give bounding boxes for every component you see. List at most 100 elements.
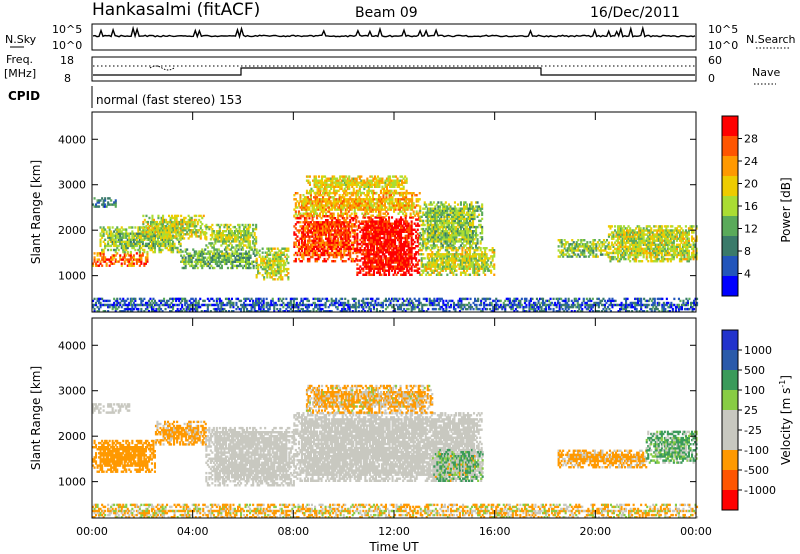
data-cell bbox=[345, 175, 348, 178]
data-cell bbox=[180, 227, 183, 230]
data-cell bbox=[178, 222, 181, 226]
data-cell bbox=[317, 239, 320, 242]
data-cell bbox=[238, 225, 241, 229]
data-cell bbox=[152, 220, 155, 224]
data-cell bbox=[120, 238, 123, 241]
data-cell bbox=[285, 247, 288, 250]
data-cell bbox=[143, 262, 146, 265]
data-cell bbox=[117, 230, 120, 233]
data-cell bbox=[229, 254, 232, 257]
data-cell bbox=[264, 261, 267, 265]
data-cell bbox=[105, 262, 108, 265]
data-cell bbox=[296, 253, 299, 257]
data-cell bbox=[205, 258, 208, 261]
data-cell bbox=[180, 260, 183, 263]
data-cell bbox=[150, 240, 153, 243]
data-cell bbox=[346, 231, 349, 234]
data-cell bbox=[190, 231, 193, 234]
data-cell bbox=[196, 235, 199, 238]
data-cell bbox=[117, 238, 120, 241]
data-cell bbox=[337, 231, 340, 234]
data-cell bbox=[416, 228, 419, 231]
data-cell bbox=[344, 225, 347, 228]
data-cell bbox=[470, 201, 473, 204]
data-cell bbox=[338, 235, 341, 238]
data-cell bbox=[169, 237, 172, 240]
data-cell bbox=[243, 227, 246, 231]
data-cell bbox=[422, 253, 425, 256]
data-cell bbox=[224, 223, 227, 227]
data-cell bbox=[235, 234, 238, 237]
data-cell bbox=[315, 175, 318, 178]
data-cell bbox=[135, 232, 138, 235]
data-cell bbox=[196, 266, 199, 270]
data-cell bbox=[189, 218, 192, 222]
data-cell bbox=[199, 264, 202, 268]
data-cell bbox=[96, 201, 99, 204]
data-cell bbox=[180, 218, 183, 222]
data-cell bbox=[160, 230, 163, 233]
data-cell bbox=[186, 222, 189, 226]
data-cell bbox=[237, 223, 240, 227]
data-cell bbox=[196, 256, 199, 259]
data-cell bbox=[134, 248, 137, 252]
data-cell bbox=[169, 229, 172, 232]
data-cell bbox=[273, 278, 276, 281]
data-cell bbox=[215, 234, 218, 237]
data-cell bbox=[199, 235, 202, 238]
nave-step-line bbox=[93, 67, 695, 76]
data-cell bbox=[241, 246, 244, 249]
data-cell bbox=[329, 243, 332, 246]
data-cell bbox=[140, 262, 143, 265]
data-cell bbox=[145, 220, 148, 224]
data-cell bbox=[242, 248, 245, 251]
data-cell bbox=[208, 254, 211, 257]
data-cell bbox=[319, 227, 322, 230]
data-cell bbox=[334, 247, 337, 251]
data-cell bbox=[381, 185, 384, 188]
data-cell bbox=[266, 265, 269, 269]
data-cell bbox=[129, 264, 132, 267]
data-cell bbox=[152, 240, 155, 243]
data-cell bbox=[137, 242, 140, 246]
data-cell bbox=[281, 257, 284, 261]
data-cell bbox=[405, 189, 408, 193]
data-cell bbox=[248, 252, 251, 255]
data-cell bbox=[297, 257, 300, 261]
data-cell bbox=[107, 236, 110, 239]
data-cell bbox=[466, 203, 469, 206]
data-cell bbox=[126, 244, 129, 248]
data-cell bbox=[441, 244, 444, 247]
data-cell bbox=[252, 266, 255, 270]
data-cell bbox=[173, 246, 176, 250]
data-cell bbox=[329, 217, 332, 220]
data-cell bbox=[338, 251, 341, 255]
data-cell bbox=[126, 252, 129, 255]
data-cell bbox=[337, 225, 340, 228]
data-cell bbox=[287, 272, 290, 275]
data-cell bbox=[338, 221, 341, 224]
data-cell bbox=[120, 232, 123, 235]
data-cell bbox=[209, 234, 212, 237]
data-cell bbox=[253, 242, 256, 245]
data-cell bbox=[129, 238, 132, 241]
data-cell bbox=[329, 231, 332, 234]
data-cell bbox=[333, 175, 336, 178]
data-cell bbox=[240, 256, 243, 259]
data-cell bbox=[317, 247, 320, 251]
data-cell bbox=[219, 256, 222, 259]
data-cell bbox=[303, 221, 306, 224]
data-cell bbox=[302, 253, 305, 257]
data-cell bbox=[117, 228, 120, 231]
data-cell bbox=[201, 252, 204, 255]
data-cell bbox=[165, 218, 168, 222]
data-cell bbox=[122, 248, 125, 252]
data-cell bbox=[111, 262, 114, 265]
data-cell bbox=[350, 260, 353, 263]
data-cell bbox=[132, 264, 135, 267]
data-cell bbox=[429, 273, 432, 276]
data-cell bbox=[192, 225, 195, 228]
data-cell bbox=[174, 218, 177, 222]
data-cell bbox=[190, 229, 193, 232]
data-cell bbox=[325, 187, 328, 191]
